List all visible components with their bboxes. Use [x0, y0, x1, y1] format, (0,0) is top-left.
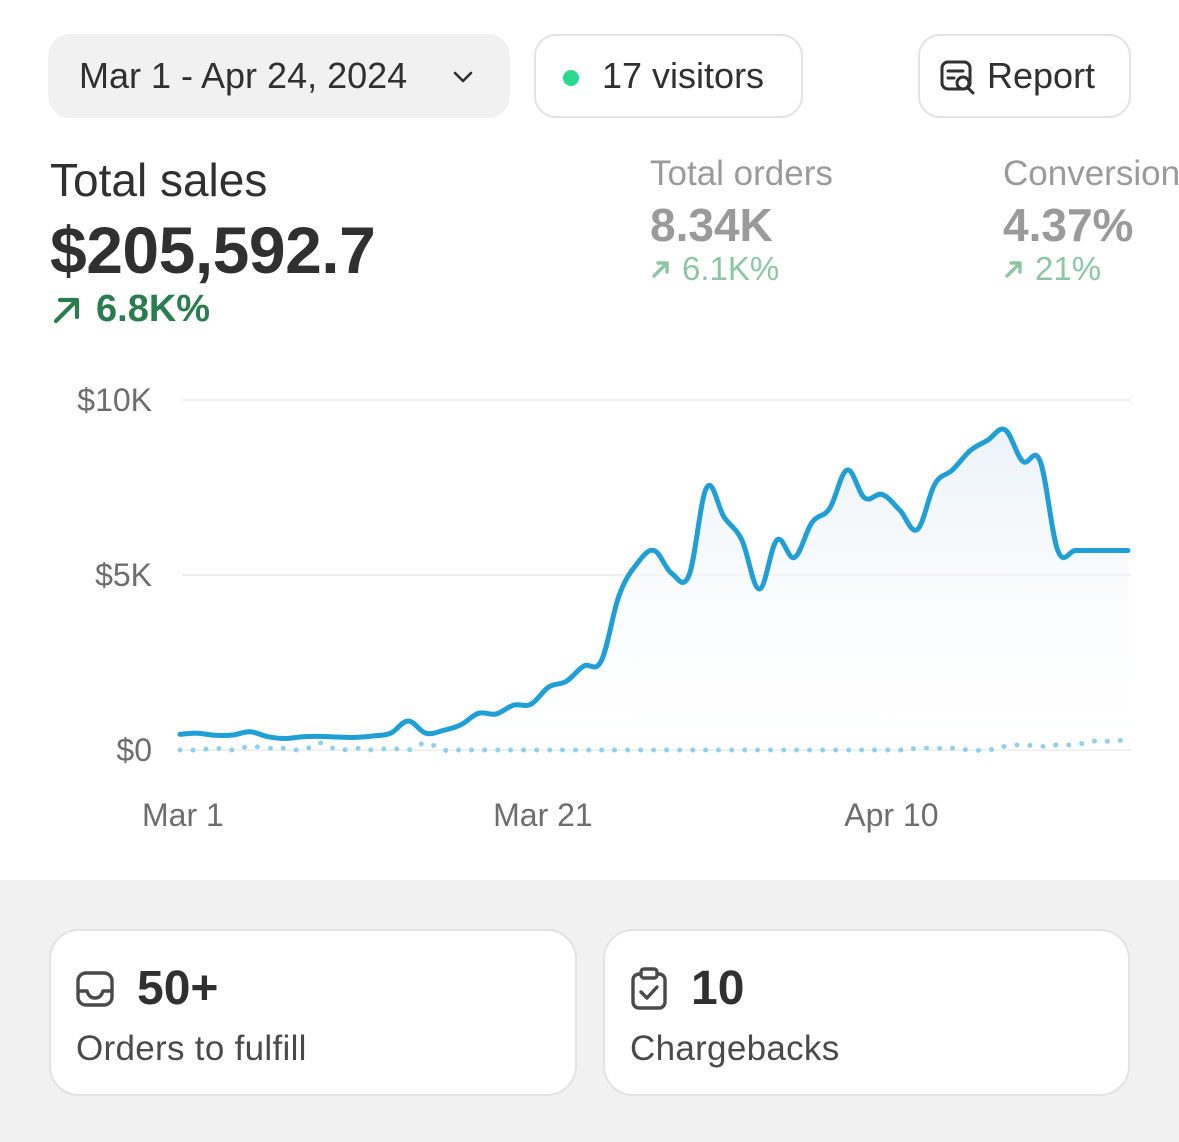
chevron-down-icon [453, 71, 473, 83]
total-sales-delta: 6.8K% [50, 288, 375, 331]
conversion-delta-value: 21% [1035, 250, 1102, 287]
total-orders-delta: 6.1K% [650, 250, 833, 288]
x-tick-label: Mar 21 [493, 797, 593, 833]
report-label: Report [987, 55, 1096, 96]
conversion-delta: 21% [1003, 250, 1179, 288]
orders-count: 50+ [137, 962, 219, 1015]
conversion-value: 4.37% [1003, 199, 1134, 251]
y-tick-label: $0 [116, 732, 152, 768]
chargebacks-count: 10 [691, 962, 745, 1015]
live-visitors-button[interactable]: 17 visitors [534, 34, 803, 118]
x-tick-label: Apr 10 [844, 797, 938, 833]
live-indicator-dot [563, 70, 579, 86]
report-search-icon [940, 60, 975, 95]
previous-period-line [177, 737, 1131, 754]
total-sales-delta-value: 6.8K% [96, 288, 211, 330]
chargebacks-label: Chargebacks [630, 1029, 840, 1068]
y-tick-label: $10K [77, 382, 152, 418]
total-orders-metric[interactable]: Total orders 8.34K 6.1K% [650, 154, 833, 288]
clipboard-check-icon [631, 967, 667, 1010]
x-tick-label: Mar 1 [142, 797, 224, 833]
chargebacks-card[interactable]: 10 Chargebacks [603, 929, 1130, 1096]
arrow-up-right-icon [53, 297, 80, 323]
arrow-up-right-icon [1005, 261, 1022, 278]
conversion-label: Conversion [1003, 154, 1179, 193]
orders-label: Orders to fulfill [76, 1029, 307, 1068]
total-orders-value: 8.34K [650, 199, 773, 251]
total-sales-value: $205,592.7 [50, 213, 376, 287]
y-tick-label: $5K [95, 557, 152, 593]
total-sales-label: Total sales [50, 154, 268, 206]
total-orders-delta-value: 6.1K% [682, 250, 780, 287]
date-range-button[interactable]: Mar 1 - Apr 24, 2024 [48, 34, 510, 118]
conversion-metric[interactable]: Conversion 4.37% 21% [1003, 154, 1179, 288]
analytics-panel: Mar 1 - Apr 24, 2024 17 visitors Report … [0, 34, 1179, 850]
sales-area-fill [180, 428, 1128, 750]
orders-to-fulfill-card[interactable]: 50+ Orders to fulfill [49, 929, 577, 1096]
inbox-icon [76, 971, 114, 1007]
report-button[interactable]: Report [918, 34, 1131, 118]
tasks-section: 50+ Orders to fulfill 10 Chargebacks [0, 880, 1179, 1142]
visitors-label: 17 visitors [602, 55, 765, 96]
arrow-up-right-icon [652, 261, 669, 278]
total-orders-label: Total orders [650, 154, 833, 193]
total-sales-metric[interactable]: Total sales $205,592.7 6.8K% [50, 152, 376, 331]
sales-line-chart[interactable]: $0 $5K $10K Mar 1 Mar 21 Apr 10 [0, 370, 1179, 850]
current-period-line [177, 426, 1131, 741]
date-range-label: Mar 1 - Apr 24, 2024 [79, 55, 408, 96]
